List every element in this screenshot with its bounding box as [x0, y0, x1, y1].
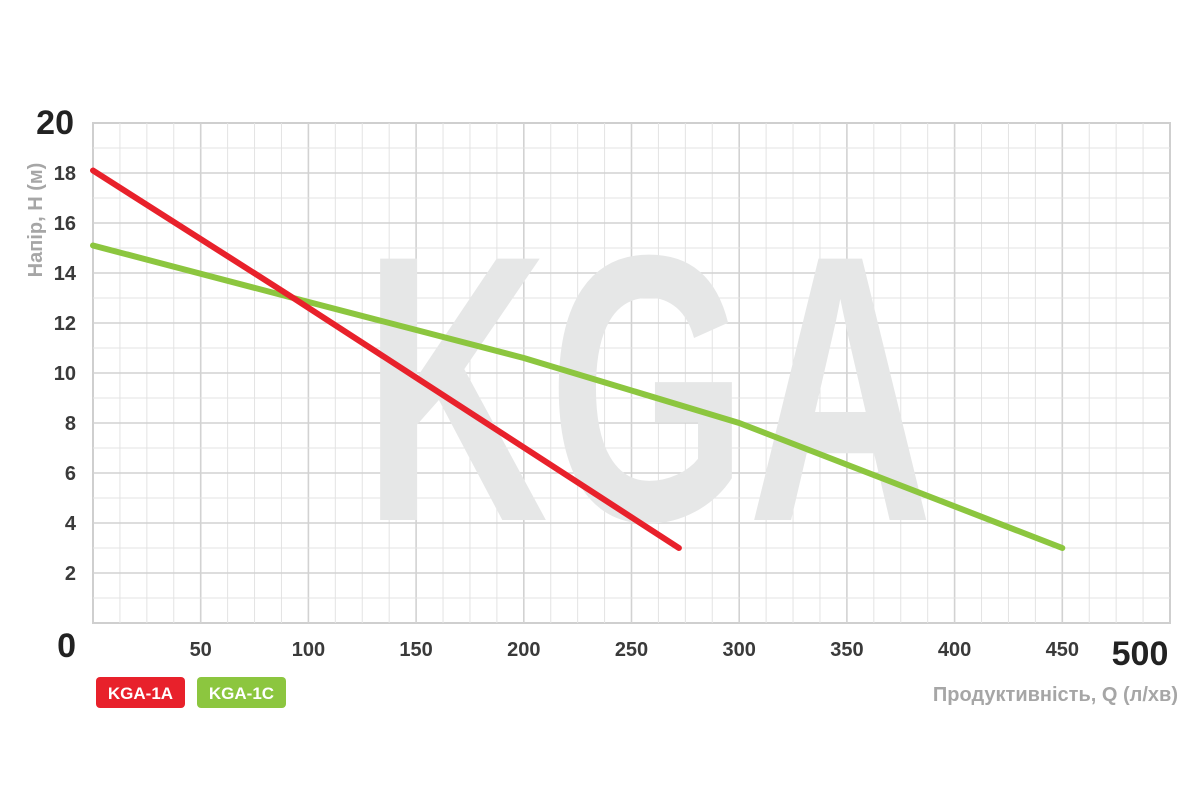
- x-tick-label: 200: [507, 639, 540, 661]
- x-tick-label: 400: [938, 639, 971, 661]
- legend-label: KGA-1C: [209, 684, 274, 703]
- y-axis-title: Напір, H (м): [25, 163, 47, 278]
- x-axis-title: Продуктивність, Q (л/хв): [933, 684, 1178, 706]
- legend-item-kga-1c: KGA-1C: [197, 677, 286, 708]
- series-line-kga-1c: [90, 242, 1066, 551]
- y-tick-label: 18: [54, 163, 76, 185]
- y-tick-label: 4: [65, 513, 77, 535]
- watermark-text: KGA: [363, 176, 933, 601]
- legend: KGA-1A KGA-1C: [96, 677, 286, 708]
- x-tick-label: 150: [399, 639, 432, 661]
- grid: [92, 122, 1171, 624]
- y-tick-label: 6: [65, 463, 76, 485]
- legend-label: KGA-1A: [108, 684, 173, 703]
- y-tick-label: 14: [54, 263, 77, 285]
- x-tick-label: 300: [723, 639, 756, 661]
- series-group: [90, 167, 1066, 551]
- y-tick-label: 2: [65, 563, 76, 585]
- y-tick-label: 8: [65, 413, 76, 435]
- x-tick-label: 50: [190, 639, 212, 661]
- tick-labels: 50 100 150 200 250 300 350 400 450 500 0 2 4 6 8 10 12 14…: [36, 104, 1168, 673]
- x-tick-label: 350: [830, 639, 863, 661]
- x-tick-label: 450: [1046, 639, 1079, 661]
- y-tick-label: 0: [57, 627, 76, 665]
- legend-swatch: [197, 677, 286, 708]
- y-tick-label: 12: [54, 313, 76, 335]
- x-tick-label: 500: [1112, 635, 1169, 673]
- legend-item-kga-1a: KGA-1A: [96, 677, 185, 708]
- x-tick-label: 100: [292, 639, 325, 661]
- y-tick-label: 10: [54, 363, 76, 385]
- y-tick-label: 16: [54, 213, 76, 235]
- series-line-kga-1a: [90, 167, 682, 551]
- y-tick-label: 20: [36, 104, 74, 142]
- legend-swatch: [96, 677, 185, 708]
- x-tick-label: 250: [615, 639, 648, 661]
